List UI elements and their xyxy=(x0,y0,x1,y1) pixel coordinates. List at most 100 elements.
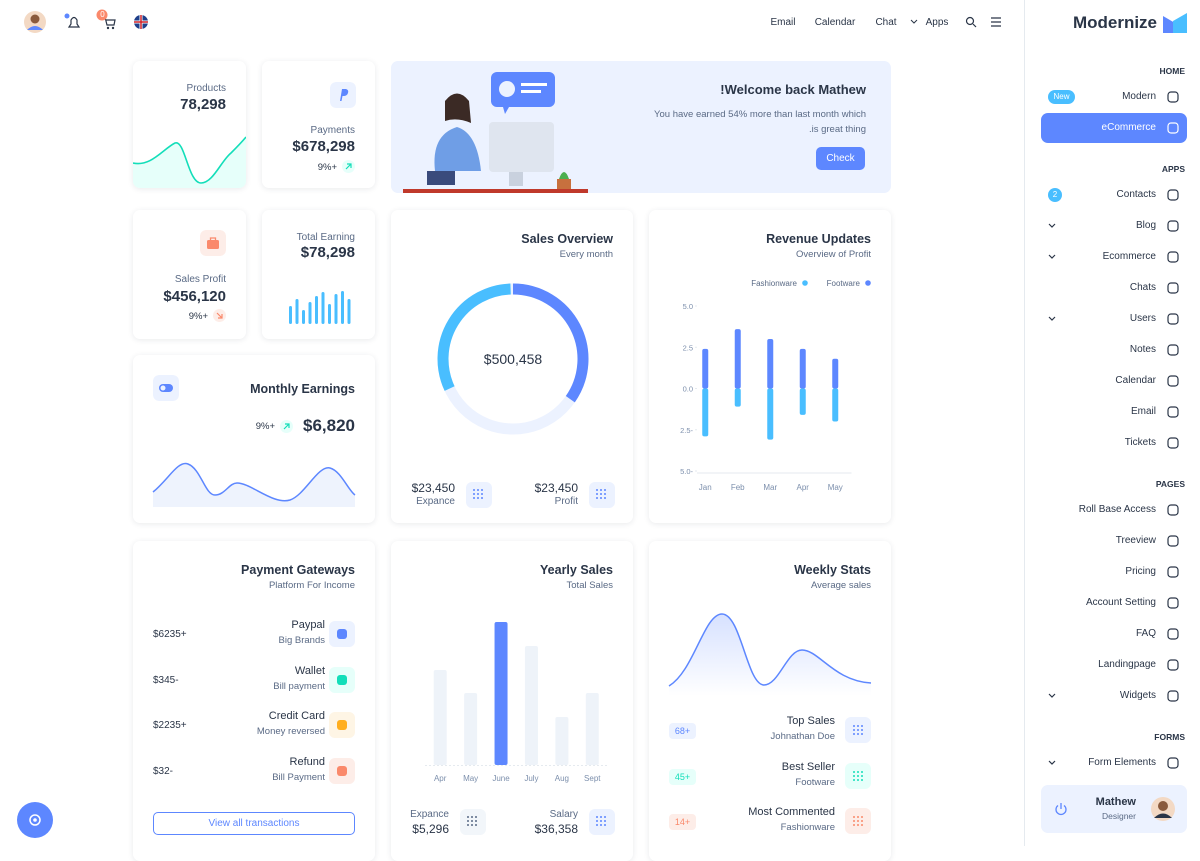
nav-item[interactable]: Form Elements xyxy=(1088,757,1156,768)
bar xyxy=(832,388,839,422)
nav-link[interactable]: Email xyxy=(770,17,796,28)
apps-chevron xyxy=(910,19,918,24)
user-role: Designer xyxy=(1101,811,1136,821)
icon-shape xyxy=(1167,91,1179,103)
section-title: HOME xyxy=(1159,66,1186,76)
stat-label: Salary xyxy=(549,809,578,820)
nav-link[interactable]: Apps xyxy=(925,17,949,28)
mini-bar xyxy=(295,299,299,324)
nav-item[interactable]: Email xyxy=(1130,406,1156,417)
change: 9%+ xyxy=(188,311,208,322)
nav-item[interactable]: Widgets xyxy=(1119,690,1156,701)
nav-item[interactable]: Account Setting xyxy=(1085,597,1156,608)
nav-item[interactable]: Ecommerce xyxy=(1102,251,1156,262)
dot xyxy=(861,820,863,822)
value: 78,298 xyxy=(180,96,226,113)
title: Monthly Earnings xyxy=(250,382,355,396)
nav-icon xyxy=(1167,406,1179,418)
dot xyxy=(467,824,469,826)
gateway-glyph xyxy=(337,674,347,685)
stat-badge: 45+ xyxy=(669,768,696,785)
gateway-amount: $6235+ xyxy=(153,629,187,640)
sparkline xyxy=(133,136,246,188)
nav-item[interactable]: eCommerce xyxy=(1101,122,1156,133)
icon-shape xyxy=(1167,344,1179,356)
value: $78,298 xyxy=(300,244,355,261)
x-tick-label: June xyxy=(492,774,510,783)
stat-label: Profit xyxy=(554,496,578,507)
nav-item[interactable]: Tickets xyxy=(1124,437,1156,448)
check-button[interactable]: Check xyxy=(816,147,865,170)
gateway-desc: Money reversed xyxy=(256,726,325,737)
nav-link[interactable]: Calendar xyxy=(814,17,856,28)
notifications[interactable] xyxy=(64,13,81,28)
bar xyxy=(464,693,478,765)
avatar[interactable] xyxy=(24,11,46,33)
nav-icon xyxy=(1167,757,1179,769)
nav-item[interactable]: Calendar xyxy=(1115,375,1156,386)
dot xyxy=(861,729,863,731)
stat-desc: Johnathan Doe xyxy=(770,731,835,742)
section-title: PAGES xyxy=(1155,479,1185,489)
chevron[interactable] xyxy=(1047,253,1057,261)
gateway-icon xyxy=(329,712,355,738)
bar xyxy=(433,670,447,765)
nav-icon xyxy=(1167,220,1179,232)
view-transactions-button[interactable]: View all transactions xyxy=(153,812,355,835)
nav-icon xyxy=(1167,375,1179,387)
dot xyxy=(604,824,606,826)
chevron[interactable] xyxy=(1047,222,1057,230)
mini-bar xyxy=(341,291,344,324)
nav-item[interactable]: Users xyxy=(1129,313,1156,324)
language-flag[interactable] xyxy=(134,15,148,29)
label: Payments xyxy=(310,125,355,136)
nav-item[interactable]: Chats xyxy=(1129,282,1156,293)
legend-label: Footware xyxy=(827,279,861,288)
nav-item[interactable]: Blog xyxy=(1135,220,1156,231)
sparkline xyxy=(152,462,356,507)
user-avatar xyxy=(1151,797,1175,821)
chevron[interactable] xyxy=(1047,759,1057,767)
revenue-updates-card: Revenue Updates Overview of Profit Jan Fe… xyxy=(649,210,891,523)
nav-item[interactable]: FAQ xyxy=(1135,628,1156,639)
dot xyxy=(857,770,859,773)
gateway-desc: Big Brands xyxy=(278,635,325,646)
nav-item[interactable]: Treeview xyxy=(1115,535,1156,546)
cart-count: 0 xyxy=(100,10,105,19)
dot xyxy=(853,774,855,777)
nav-icon xyxy=(1167,344,1179,356)
menu[interactable] xyxy=(991,17,1001,27)
search[interactable] xyxy=(965,16,977,28)
brand: Modernize xyxy=(1072,13,1157,32)
logout[interactable] xyxy=(1054,802,1068,816)
subtitle: Average sales xyxy=(810,580,871,591)
nav-icon xyxy=(1167,313,1179,325)
nav-item[interactable]: Notes xyxy=(1129,344,1156,355)
nav-item[interactable]: Pricing xyxy=(1125,566,1156,577)
nav-item[interactable]: Roll Base Access xyxy=(1078,504,1156,515)
toggle-icon xyxy=(153,375,179,401)
bar xyxy=(702,348,709,389)
weekly-stats-card: Weekly Stats Average sales Top Sales John… xyxy=(649,541,891,861)
nav-icon xyxy=(1167,597,1179,609)
nav-link[interactable]: Chat xyxy=(875,17,897,28)
stat-value: $23,450 xyxy=(534,481,578,495)
chevron[interactable] xyxy=(1047,315,1057,323)
x-tick-label: May xyxy=(463,774,478,783)
cart[interactable] xyxy=(96,9,116,30)
nav-item[interactable]: Modern xyxy=(1122,91,1156,102)
nav-item[interactable]: Landingpage xyxy=(1098,659,1156,670)
value: $6,820 xyxy=(303,416,355,435)
chevron[interactable] xyxy=(1047,692,1057,700)
icon-shape xyxy=(1167,220,1179,232)
dot xyxy=(475,824,477,826)
settings-button[interactable] xyxy=(17,802,53,838)
nav-item[interactable]: Contacts xyxy=(1116,189,1156,200)
dot xyxy=(853,733,855,735)
gateway-icon xyxy=(329,666,355,693)
dot xyxy=(596,493,598,495)
dot xyxy=(473,493,475,495)
dot xyxy=(853,725,855,727)
welcome-text-2: .is great thing xyxy=(808,124,866,135)
stat-name: Best Seller xyxy=(781,760,835,773)
